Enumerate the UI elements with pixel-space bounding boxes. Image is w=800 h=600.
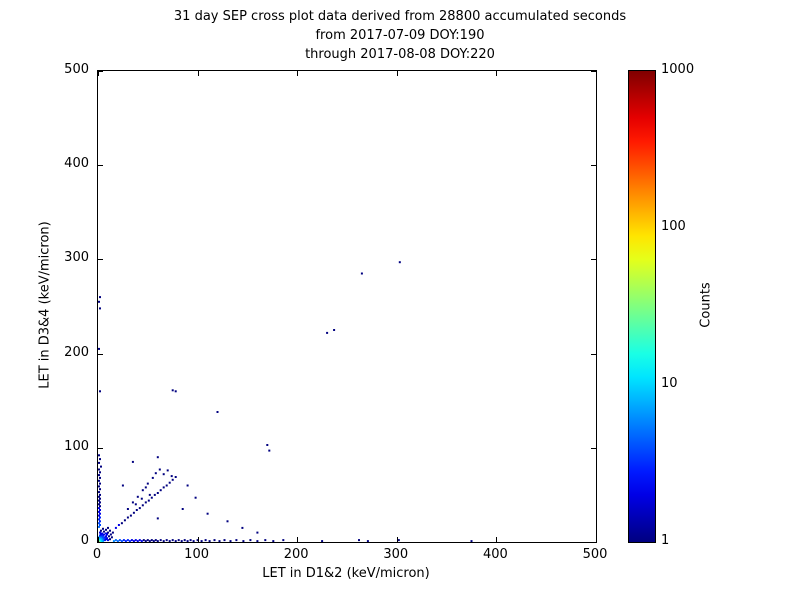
x-tick-label: 300	[383, 547, 409, 562]
chart-title-line-1: 31 day SEP cross plot data derived from …	[173, 9, 627, 24]
x-axis-label: LET in D1&2 (keV/micron)	[262, 566, 430, 581]
colorbar-tick-label: 10	[661, 376, 678, 391]
y-tick-label: 400	[64, 156, 89, 172]
colorbar-tick-label: 1	[661, 533, 670, 548]
y-tick-label: 100	[64, 438, 89, 454]
colorbar	[628, 70, 656, 543]
colorbar-tick-label: 100	[661, 219, 686, 234]
y-tick-label: 500	[64, 62, 89, 77]
y-tick-label: 0	[80, 533, 89, 548]
y-tick-label: 200	[64, 344, 89, 360]
chart-title-line-3: through 2017-08-08 DOY:220	[305, 47, 495, 62]
x-tick-label: 0	[92, 547, 102, 562]
y-tick-label: 300	[64, 250, 89, 266]
x-tick-label: 400	[482, 547, 508, 562]
colorbar-label: Counts	[698, 282, 714, 328]
x-tick-label: 100	[184, 547, 209, 562]
x-tick-label: 200	[283, 547, 309, 562]
chart-title: 31 day SEP cross plot data derived from …	[0, 7, 800, 64]
chart-title-line-2: from 2017-07-09 DOY:190	[315, 28, 485, 43]
x-tick-label: 500	[582, 547, 608, 562]
plot-area	[97, 70, 597, 543]
scatter-points-canvas	[98, 261, 473, 542]
colorbar-tick-label: 1000	[661, 62, 695, 77]
y-axis-label: LET in D3&4 (keV/micron)	[37, 221, 53, 389]
